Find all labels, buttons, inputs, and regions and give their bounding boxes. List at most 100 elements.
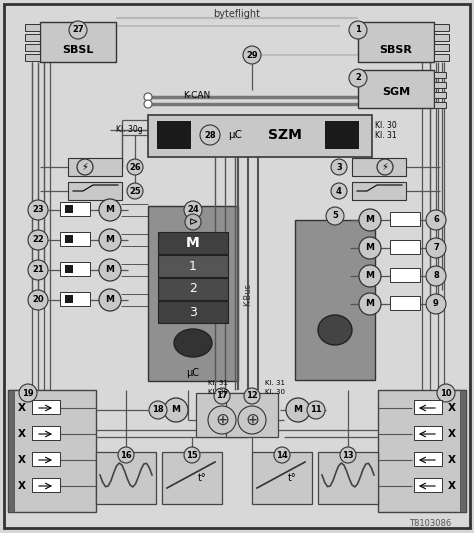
Circle shape — [426, 238, 446, 258]
Text: M: M — [365, 244, 374, 253]
Text: 2: 2 — [189, 282, 197, 295]
Bar — [378, 390, 466, 512]
Text: 16: 16 — [120, 450, 132, 459]
Circle shape — [208, 406, 236, 434]
Text: 2: 2 — [355, 74, 361, 83]
Text: 13: 13 — [342, 450, 354, 459]
Text: 3: 3 — [189, 305, 197, 319]
Text: ⊳: ⊳ — [188, 217, 198, 227]
Text: 8: 8 — [433, 271, 439, 280]
Bar — [32, 478, 60, 492]
Circle shape — [349, 21, 367, 39]
Bar — [25, 34, 40, 41]
Bar — [358, 22, 434, 62]
Text: X: X — [448, 429, 456, 439]
Bar — [68, 158, 122, 176]
Circle shape — [28, 290, 48, 310]
Circle shape — [99, 229, 121, 251]
Text: 5: 5 — [332, 212, 338, 221]
Bar — [158, 232, 228, 254]
Bar — [25, 44, 40, 51]
Circle shape — [144, 93, 152, 101]
Circle shape — [426, 210, 446, 230]
Text: 19: 19 — [22, 389, 34, 398]
Text: 27: 27 — [72, 26, 84, 35]
Circle shape — [19, 384, 37, 402]
Circle shape — [377, 159, 393, 175]
Bar — [325, 121, 359, 149]
Circle shape — [184, 201, 202, 219]
Circle shape — [286, 398, 310, 422]
Text: μC: μC — [228, 130, 242, 140]
Circle shape — [331, 183, 347, 199]
Circle shape — [28, 230, 48, 250]
Bar — [414, 452, 442, 466]
Bar — [65, 235, 73, 243]
Bar — [196, 393, 248, 437]
Bar — [157, 121, 191, 149]
Text: ⊕: ⊕ — [245, 411, 259, 429]
Text: 28: 28 — [204, 131, 216, 140]
Circle shape — [238, 406, 266, 434]
Text: 24: 24 — [187, 206, 199, 214]
Circle shape — [28, 260, 48, 280]
Text: M: M — [106, 206, 115, 214]
Text: 9: 9 — [433, 300, 439, 309]
Circle shape — [127, 159, 143, 175]
Bar — [8, 390, 14, 512]
Text: 17: 17 — [216, 392, 228, 400]
Text: ⚡: ⚡ — [82, 162, 89, 172]
Circle shape — [274, 447, 290, 463]
Text: M: M — [293, 406, 302, 415]
Bar — [60, 202, 90, 216]
Text: K-CAN: K-CAN — [183, 91, 210, 100]
Bar — [60, 232, 90, 246]
Bar — [414, 400, 442, 414]
Circle shape — [99, 199, 121, 221]
Text: X: X — [18, 455, 26, 465]
Circle shape — [28, 200, 48, 220]
Bar — [65, 295, 73, 303]
Bar — [252, 452, 312, 504]
Circle shape — [185, 214, 201, 230]
Text: 25: 25 — [129, 187, 141, 196]
Circle shape — [214, 388, 230, 404]
Bar — [32, 452, 60, 466]
Bar — [358, 70, 434, 108]
Bar — [390, 296, 420, 310]
Bar — [60, 292, 90, 306]
Bar — [96, 452, 156, 504]
Bar — [65, 205, 73, 213]
Text: SGM: SGM — [382, 87, 410, 97]
Text: μC: μC — [186, 368, 200, 378]
Bar — [434, 34, 449, 41]
Circle shape — [77, 159, 93, 175]
Text: 10: 10 — [440, 389, 452, 398]
Bar — [158, 278, 228, 300]
Text: 21: 21 — [32, 265, 44, 274]
Text: M: M — [365, 271, 374, 280]
Text: T8103086: T8103086 — [409, 519, 451, 528]
Circle shape — [426, 266, 446, 286]
Bar — [414, 478, 442, 492]
Bar — [148, 206, 238, 381]
Bar — [8, 390, 96, 512]
Text: K-Bus: K-Bus — [244, 284, 253, 306]
Circle shape — [437, 384, 455, 402]
Circle shape — [349, 69, 367, 87]
Bar — [32, 400, 60, 414]
Text: Kl. 31: Kl. 31 — [208, 380, 228, 386]
Bar — [434, 92, 446, 98]
Text: X: X — [448, 481, 456, 491]
Circle shape — [307, 401, 325, 419]
Bar — [390, 240, 420, 254]
Circle shape — [184, 447, 200, 463]
Circle shape — [340, 447, 356, 463]
Circle shape — [149, 401, 167, 419]
Circle shape — [164, 398, 188, 422]
Circle shape — [69, 21, 87, 39]
Circle shape — [118, 447, 134, 463]
Text: 23: 23 — [32, 206, 44, 214]
Text: 7: 7 — [433, 244, 439, 253]
Bar — [390, 212, 420, 226]
